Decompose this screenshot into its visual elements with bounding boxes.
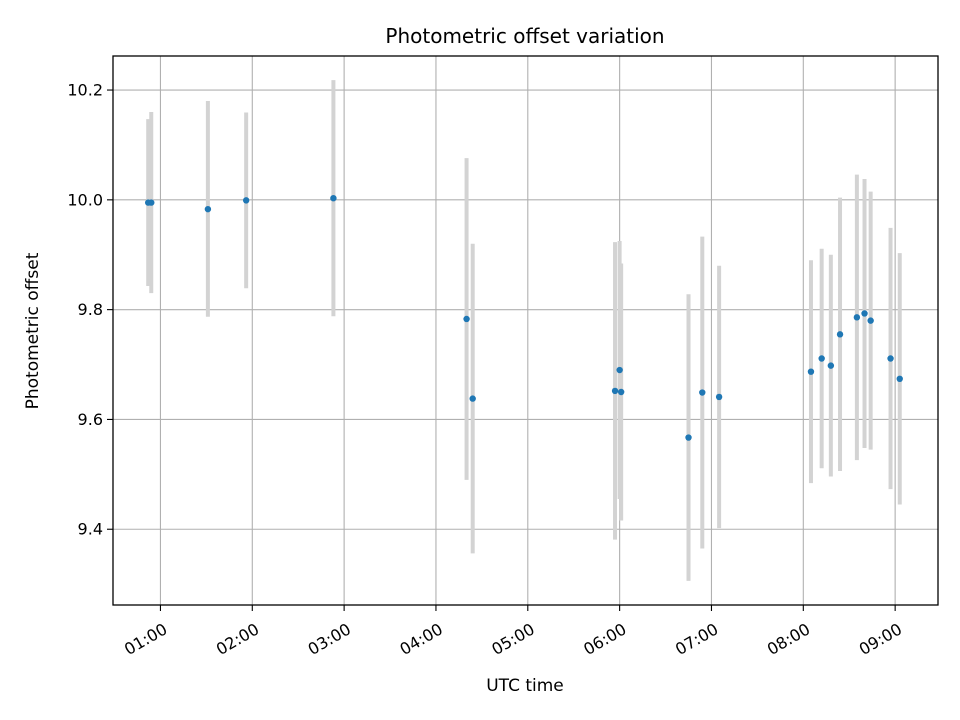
- y-tick-label: 10.0: [67, 190, 103, 209]
- data-point: [617, 388, 625, 396]
- y-tick-label: 10.2: [67, 81, 103, 100]
- data-point: [685, 434, 692, 441]
- data-point: [827, 362, 835, 369]
- data-points: [145, 194, 903, 441]
- y-tick-label: 9.6: [78, 410, 103, 429]
- x-axis-label: UTC time: [486, 676, 564, 696]
- data-point: [463, 315, 470, 323]
- data-point: [148, 199, 155, 206]
- data-point: [887, 355, 894, 362]
- data-point: [715, 393, 723, 401]
- data-point: [853, 314, 861, 321]
- data-point: [616, 366, 623, 374]
- chart-title: Photometric offset variation: [385, 24, 664, 48]
- y-tick-label: 9.8: [78, 300, 103, 319]
- data-point: [896, 375, 903, 383]
- data-point: [611, 387, 619, 395]
- data-point: [861, 310, 868, 317]
- y-tick-label: 9.4: [78, 520, 103, 539]
- data-point: [242, 197, 250, 204]
- data-point: [469, 395, 476, 402]
- data-point: [699, 389, 706, 396]
- data-point: [807, 368, 815, 375]
- data-point: [836, 331, 844, 338]
- data-point: [330, 194, 337, 202]
- plot-frame: [112, 55, 939, 606]
- data-point: [204, 205, 212, 213]
- y-axis-label: Photometric offset: [23, 252, 43, 409]
- data-point: [818, 355, 825, 362]
- data-point: [867, 317, 874, 324]
